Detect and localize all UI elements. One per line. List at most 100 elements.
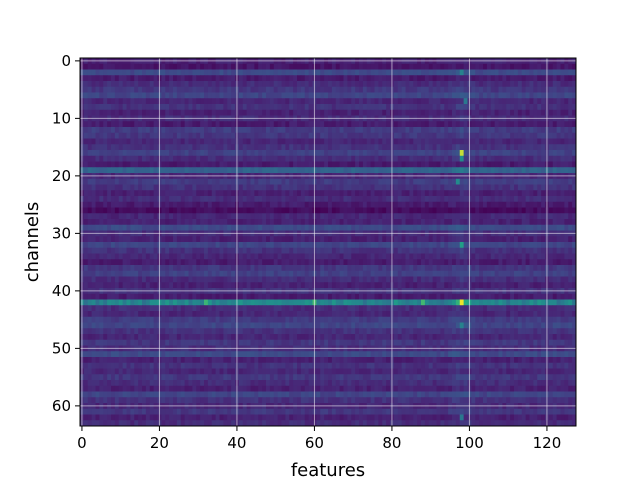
heatmap-cell [320, 242, 325, 249]
heatmap-cell [533, 196, 538, 203]
heatmap-cell [463, 63, 468, 70]
heatmap-cell [231, 138, 236, 145]
heatmap-cell [452, 253, 457, 260]
heatmap-cell [277, 236, 282, 243]
heatmap-cell [370, 219, 375, 226]
heatmap-cell [83, 138, 89, 145]
heatmap-cell [118, 167, 124, 174]
heatmap-cell [517, 213, 523, 220]
heatmap-cell [223, 253, 228, 260]
heatmap-cell [331, 86, 337, 93]
heatmap-cell [262, 247, 267, 254]
heatmap-cell [118, 144, 124, 151]
heatmap-cell [149, 178, 155, 185]
heatmap-cell [552, 270, 558, 277]
heatmap-cell [475, 253, 480, 260]
heatmap-cell [173, 104, 178, 111]
heatmap-cell [231, 196, 236, 203]
heatmap-cell [409, 121, 414, 128]
heatmap-cell [300, 213, 306, 220]
heatmap-cell [304, 247, 310, 254]
heatmap-cell [262, 167, 267, 174]
heatmap-cell [149, 224, 155, 231]
heatmap-cell [331, 190, 337, 197]
heatmap-cell [421, 92, 426, 99]
heatmap-cell [219, 161, 224, 168]
heatmap-cell [343, 196, 348, 203]
heatmap-cell [486, 75, 492, 82]
heatmap-cell [486, 201, 492, 208]
heatmap-cell [250, 219, 255, 226]
heatmap-cell [506, 98, 511, 105]
heatmap-cell [359, 109, 364, 116]
heatmap-cell [114, 150, 120, 157]
heatmap-cell [409, 247, 414, 254]
heatmap-cell [413, 132, 418, 139]
heatmap-cell [351, 161, 356, 168]
heatmap-cell [386, 242, 391, 249]
heatmap-cell [510, 150, 515, 157]
heatmap-cell [91, 63, 96, 70]
heatmap-cell [91, 86, 96, 93]
heatmap-cell [262, 161, 267, 168]
heatmap-cell [378, 81, 383, 88]
heatmap-cell [455, 161, 461, 168]
heatmap-cell [246, 92, 251, 99]
heatmap-cell [238, 178, 244, 185]
heatmap-cell [525, 178, 530, 185]
heatmap-cell [242, 161, 248, 168]
heatmap-cell [428, 98, 434, 105]
heatmap-cell [250, 75, 255, 82]
heatmap-cell [564, 121, 569, 128]
heatmap-cell [122, 196, 127, 203]
heatmap-cell [99, 184, 104, 191]
heatmap-cell [397, 265, 403, 272]
heatmap-cell [196, 138, 201, 145]
heatmap-cell [99, 276, 104, 283]
heatmap-cell [413, 81, 418, 88]
heatmap-cell [541, 253, 546, 260]
heatmap-cell [436, 167, 441, 174]
heatmap-cell [149, 201, 155, 208]
heatmap-cell [316, 196, 321, 203]
heatmap-cell [455, 224, 461, 231]
heatmap-cell [266, 247, 271, 254]
heatmap-cell [130, 201, 135, 208]
heatmap-cell [122, 201, 127, 208]
heatmap-cell [463, 236, 468, 243]
heatmap-cell [254, 138, 259, 145]
heatmap-cell [165, 259, 170, 266]
heatmap-cell [320, 75, 325, 82]
heatmap-cell [87, 121, 93, 128]
heatmap-cell [215, 75, 220, 82]
heatmap-cell [215, 144, 220, 151]
heatmap-cell [552, 184, 558, 191]
heatmap-cell [293, 270, 298, 277]
heatmap-cell [215, 150, 220, 157]
heatmap-cell [246, 213, 251, 220]
heatmap-cell [362, 104, 368, 111]
heatmap-cell [308, 253, 313, 260]
heatmap-cell [107, 247, 112, 254]
heatmap-cell [486, 265, 492, 272]
heatmap-cell [370, 104, 375, 111]
heatmap-cell [308, 265, 313, 272]
heatmap-cell [386, 236, 391, 243]
heatmap-cell [548, 236, 554, 243]
heatmap-cell [149, 236, 155, 243]
heatmap-cell [161, 92, 166, 99]
heatmap-cell [134, 167, 139, 174]
heatmap-cell [142, 155, 147, 162]
heatmap-cell [343, 184, 348, 191]
heatmap-cell [188, 92, 193, 99]
heatmap-cell [452, 109, 457, 116]
heatmap-cell [347, 121, 352, 128]
heatmap-cell [308, 92, 313, 99]
heatmap-cell [118, 161, 124, 168]
heatmap-cell [161, 236, 166, 243]
heatmap-cell [142, 75, 147, 82]
heatmap-cell [428, 86, 434, 93]
heatmap-cell [153, 98, 158, 105]
heatmap-cell [134, 247, 139, 254]
heatmap-cell [440, 104, 445, 111]
